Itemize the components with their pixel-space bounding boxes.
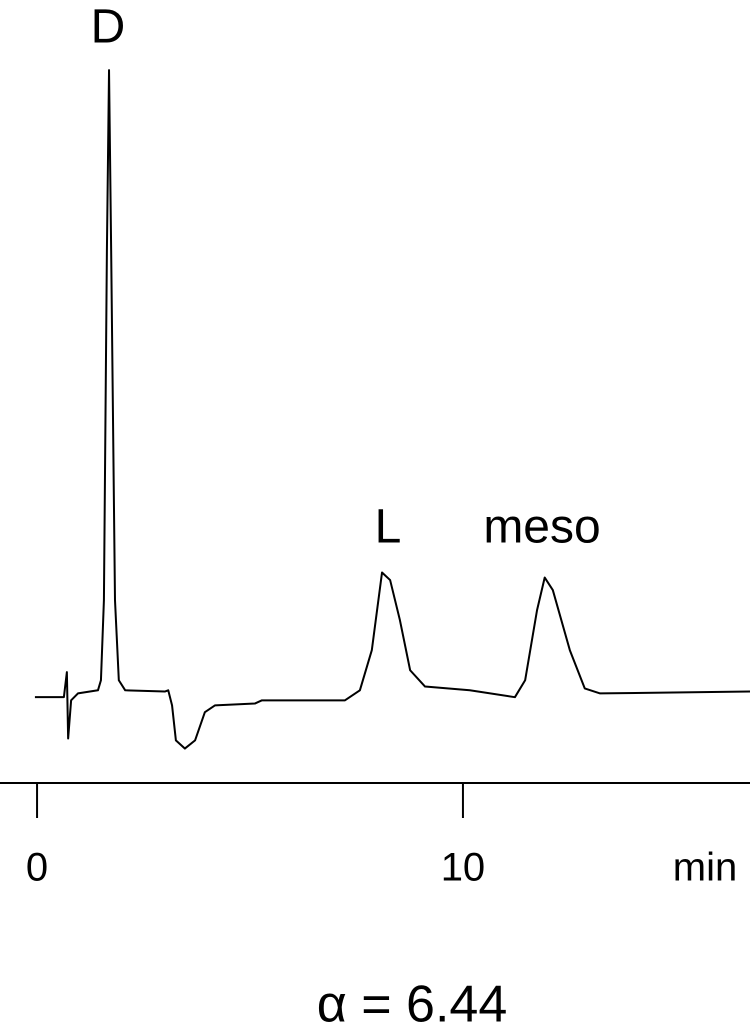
peak-label: meso	[483, 501, 600, 554]
x-axis-label: min	[673, 846, 737, 890]
trace	[34, 69, 750, 750]
selectivity-label: α = 6.44	[317, 976, 508, 1028]
x-tick-label: 10	[441, 846, 486, 890]
peak-label: D	[91, 1, 126, 54]
peak-label: L	[375, 501, 402, 554]
x-tick-label: 0	[26, 846, 48, 890]
